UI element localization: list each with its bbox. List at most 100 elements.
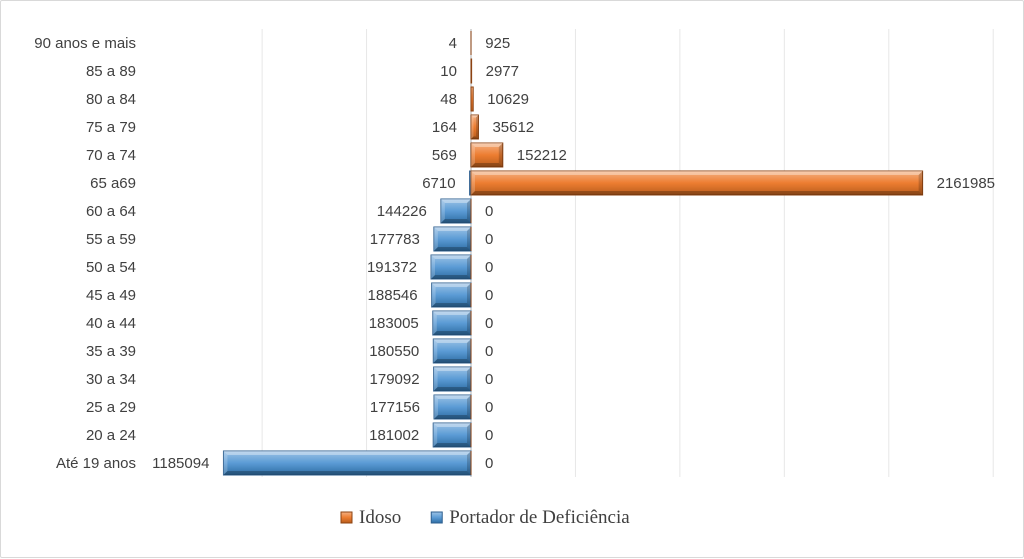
bar-idoso-3-sliver [470,367,472,391]
bar-idoso-10-bevel-right [918,171,923,195]
category-label: 40 a 44 [86,315,136,332]
bar-portador-8-bevel-top [433,227,471,231]
bar-portador-6-bevel-bottom [431,303,471,307]
bar-portador-7 [430,254,472,280]
category-label: 75 a 79 [86,119,136,136]
value-label-portador: 183005 [369,315,419,332]
bar-idoso-10-bevel-bottom [471,191,923,195]
value-label-portador: 188546 [368,287,418,304]
bar-portador-1-bevel-left [433,423,438,447]
value-label-idoso: 35612 [492,119,534,136]
bar-portador-7-body [430,254,472,280]
bar-portador-5 [432,310,472,336]
bar-portador-5-bevel-top [432,311,471,315]
bar-portador-5-bevel-left [432,311,437,335]
bar-idoso-0 [470,451,472,475]
value-label-idoso: 925 [485,35,510,52]
bar-idoso-11-body [470,142,504,168]
bar-portador-3-bevel-top [433,367,471,371]
bar-idoso-12-bevel-left [471,115,474,139]
value-label-portador: 191372 [367,259,417,276]
value-label-idoso: 0 [485,203,493,220]
bar-idoso-9 [470,199,472,223]
bar-portador-4-bevel-bottom [433,359,471,363]
bar-idoso-15 [470,31,472,55]
bar-portador-1-bevel-right [467,423,471,447]
bar-portador-0-bevel-bottom [223,471,471,475]
value-label-idoso: 0 [485,315,493,332]
bar-portador-0-body [222,450,472,476]
bar-portador-1-bevel-top [433,423,471,427]
value-label-portador: 177156 [370,399,420,416]
bar-portador-9-bevel-bottom [440,219,471,223]
bar-idoso-7-sliver [470,255,472,279]
value-label-idoso: 0 [485,455,493,472]
value-label-portador: 48 [440,91,457,108]
value-label-portador: 4 [449,35,457,52]
bar-idoso-13-body [470,86,474,112]
bar-idoso-12 [470,114,479,140]
value-label-portador: 10 [440,63,457,80]
bar-idoso-11-bevel-left [471,143,475,167]
bar-portador-3-bevel-bottom [433,387,471,391]
value-label-idoso: 0 [485,231,493,248]
legend-swatch-portador [430,511,443,524]
category-label: 80 a 84 [86,91,136,108]
bar-idoso-8 [470,227,472,251]
bar-portador-0-bevel-left [223,451,228,475]
bar-portador-5-bevel-bottom [432,331,471,335]
bar-idoso-14 [470,58,473,84]
bar-idoso-7 [470,255,472,279]
bar-portador-2 [433,394,472,420]
bar-idoso-6 [470,283,472,307]
value-label-idoso: 152212 [517,147,567,164]
category-label: 35 a 39 [86,343,136,360]
bar-idoso-11-bevel-bottom [471,163,503,167]
category-label: 90 anos e mais [34,35,136,52]
bar-idoso-4-sliver [470,339,472,363]
bar-portador-2-bevel-left [433,395,438,419]
value-label-idoso: 0 [485,399,493,416]
bar-idoso-14-body [470,58,473,84]
bar-idoso-11-bevel-top [471,143,503,147]
bar-idoso-10-bevel-top [471,171,923,175]
bar-portador-6-body [431,282,472,308]
bar-portador-1-bevel-bottom [433,443,471,447]
bar-portador-8-bevel-bottom [433,247,471,251]
legend-swatch-idoso [340,511,353,524]
category-label: 30 a 34 [86,371,136,388]
legend-label-idoso: Idoso [359,507,401,528]
bar-idoso-9-sliver [470,199,472,223]
value-label-idoso: 0 [485,259,493,276]
bar-portador-6-bevel-left [431,283,436,307]
value-label-idoso: 0 [485,343,493,360]
category-label: 45 a 49 [86,287,136,304]
bar-portador-6-bevel-top [431,283,471,287]
bar-idoso-12-body [470,114,479,140]
value-label-portador: 177783 [370,231,420,248]
category-label: Até 19 anos [56,455,136,472]
bar-idoso-12-bevel-right [475,115,479,139]
bar-idoso-3 [470,367,472,391]
bar-portador-8-bevel-left [433,227,438,251]
category-label: 70 a 74 [86,147,136,164]
bar-portador-2-bevel-top [433,395,471,399]
category-label: 25 a 29 [86,399,136,416]
value-label-portador: 181002 [369,427,419,444]
bar-portador-4-bevel-right [467,339,471,363]
category-label: 55 a 59 [86,231,136,248]
bar-idoso-10-body [470,170,924,196]
value-label-portador: 1185094 [152,455,209,472]
bar-portador-3 [433,366,472,392]
bar-idoso-12-bevel-top [471,115,479,118]
value-label-idoso: 0 [485,371,493,388]
bar-idoso-5-sliver [470,311,472,335]
bar-idoso-10 [470,170,924,196]
bar-portador-0-bevel-right [467,451,471,475]
bar-portador-8-bevel-right [467,227,471,251]
bar-portador-4 [432,338,472,364]
bar-idoso-6-sliver [470,283,472,307]
bar-idoso-15-sliver [470,31,472,55]
